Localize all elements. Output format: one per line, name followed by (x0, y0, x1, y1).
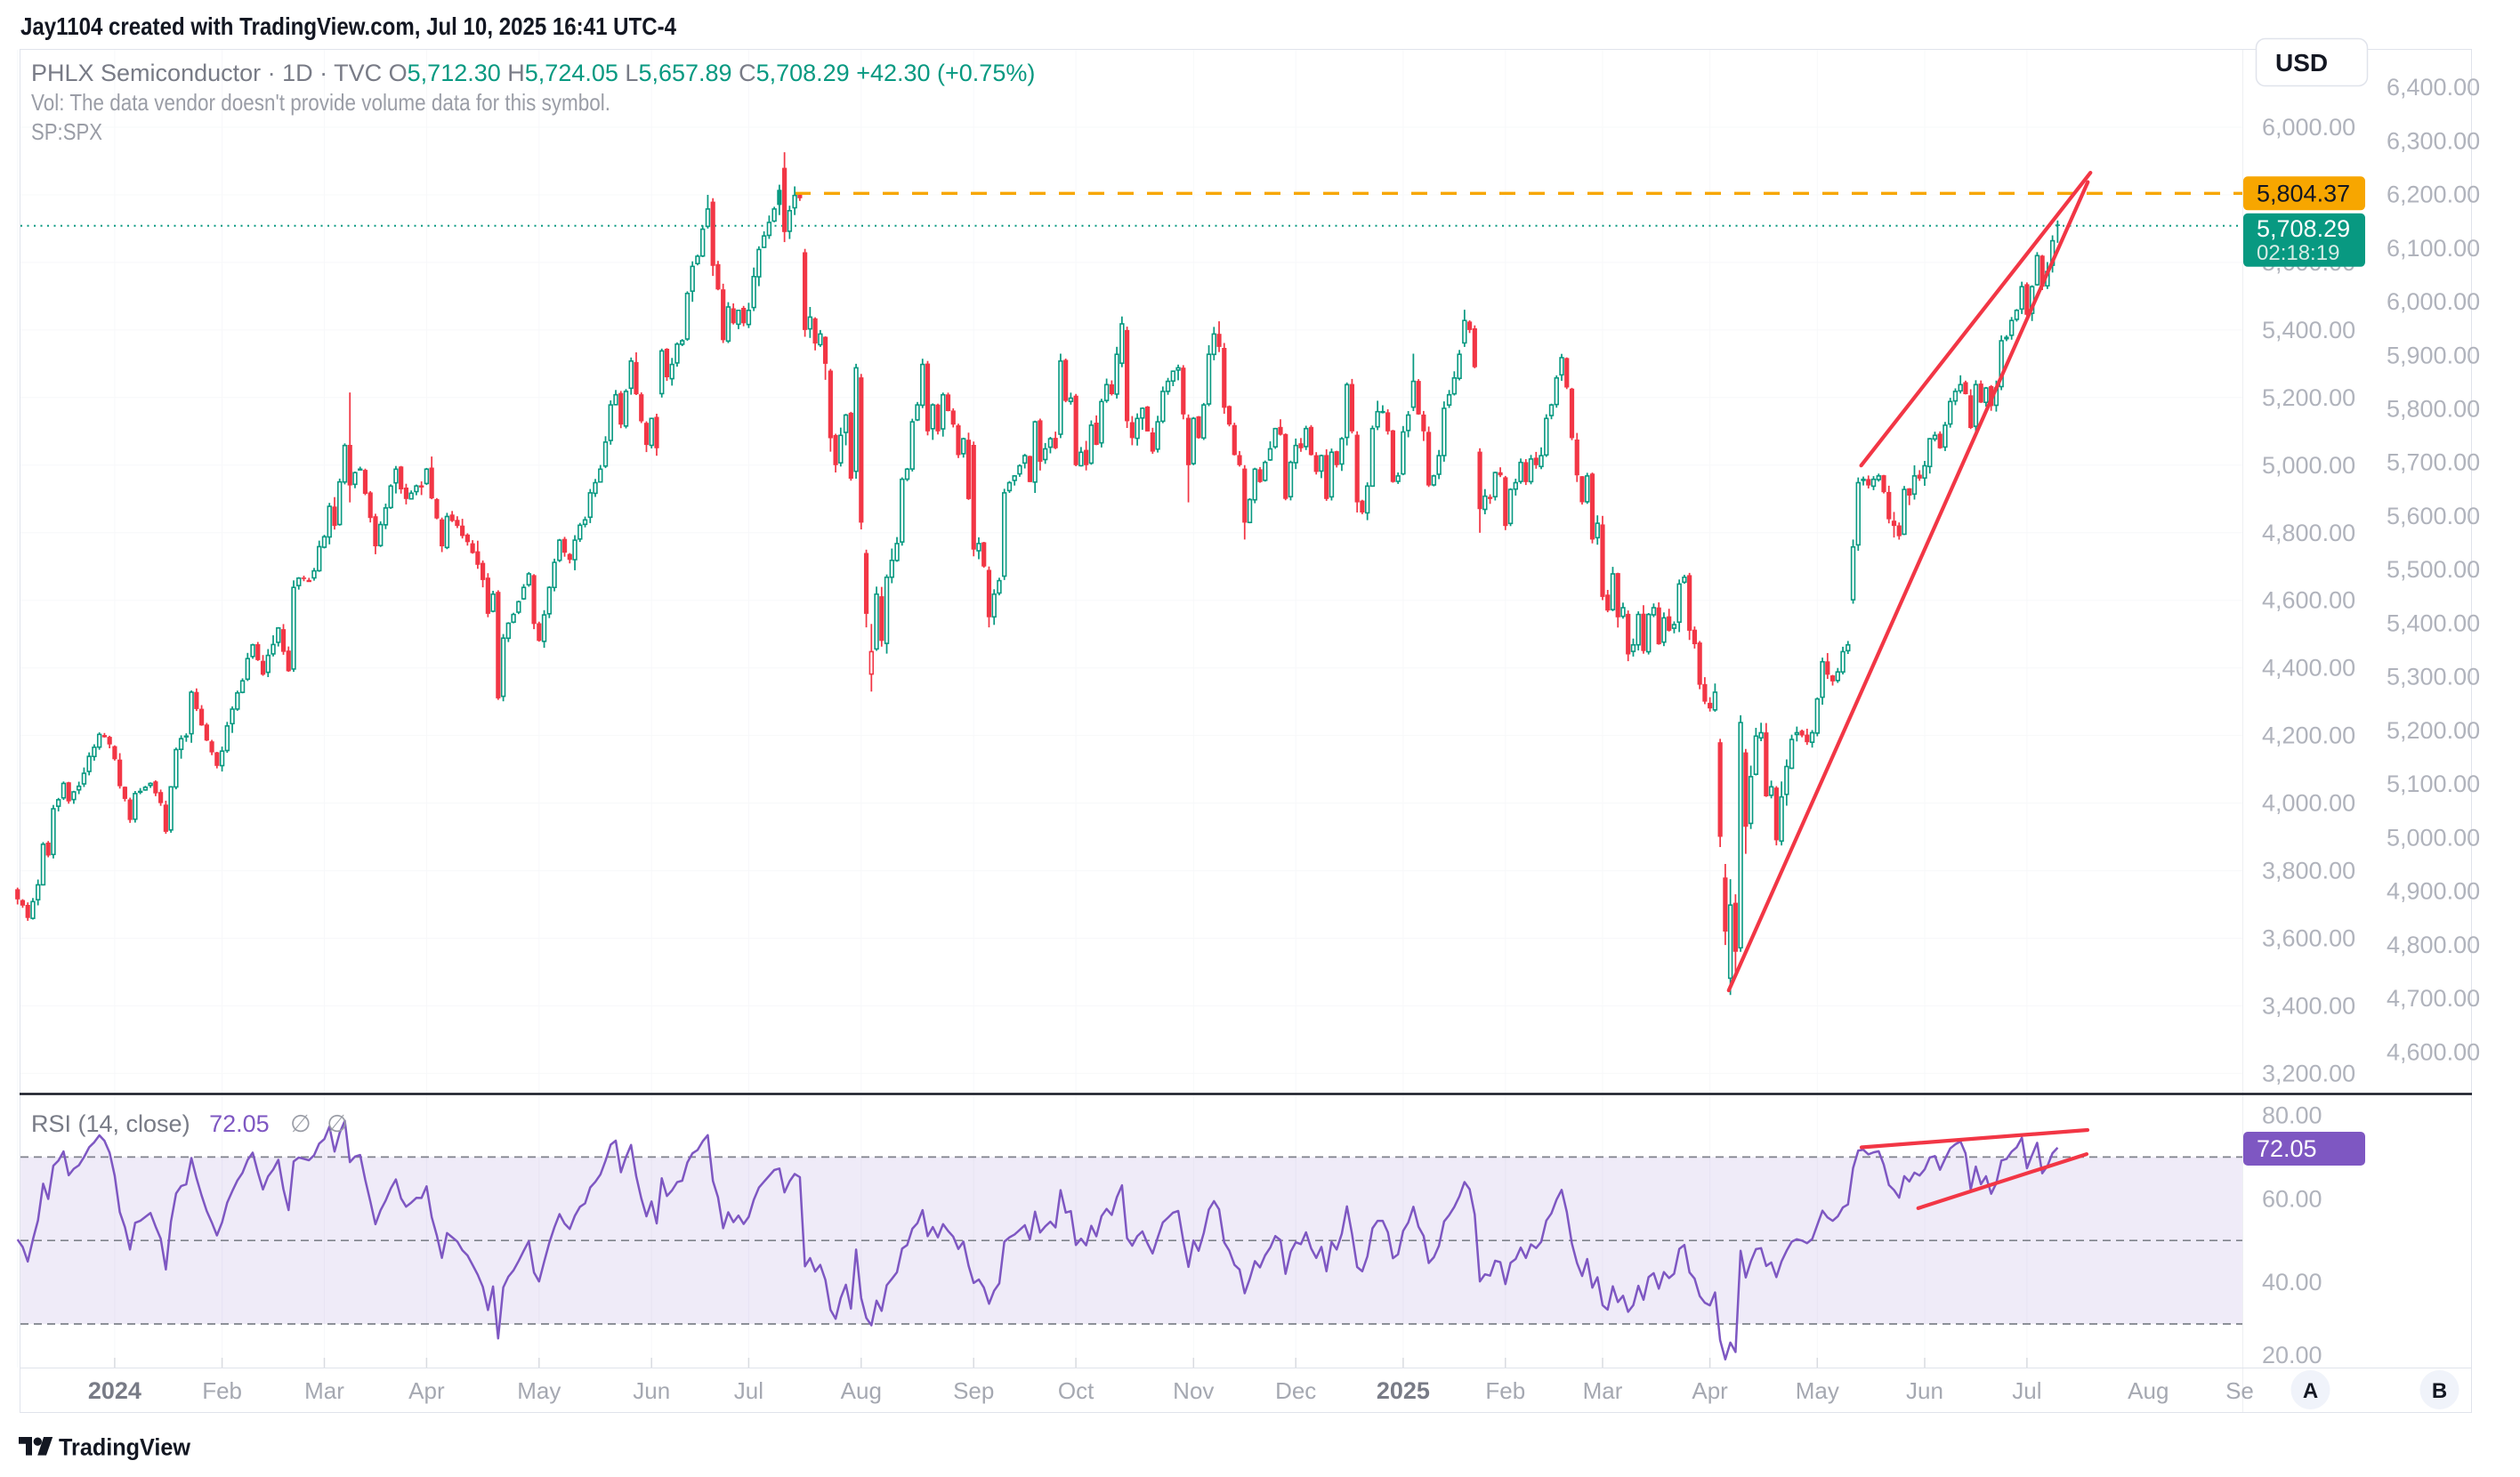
svg-text:Apr: Apr (1692, 1377, 1728, 1404)
svg-text:6,400.00: 6,400.00 (2387, 74, 2480, 101)
svg-text:Se: Se (2225, 1377, 2254, 1404)
svg-text:5,200.00: 5,200.00 (2387, 717, 2480, 744)
svg-text:4,600.00: 4,600.00 (2262, 587, 2355, 614)
svg-text:RSI (14, close) 72.05 ∅ ∅: RSI (14, close) 72.05 ∅ ∅ (31, 1110, 348, 1137)
svg-text:5,500.00: 5,500.00 (2387, 556, 2480, 583)
svg-text:Mar: Mar (1583, 1377, 1623, 1404)
svg-text:5,900.00: 5,900.00 (2387, 342, 2480, 368)
svg-text:6,200.00: 6,200.00 (2387, 182, 2480, 208)
svg-text:5,600.00: 5,600.00 (2387, 503, 2480, 529)
svg-text:3,800.00: 3,800.00 (2262, 858, 2355, 884)
svg-text:2025: 2025 (1377, 1377, 1430, 1404)
svg-text:5,400.00: 5,400.00 (2387, 609, 2480, 636)
svg-text:5,400.00: 5,400.00 (2262, 317, 2355, 343)
svg-text:Feb: Feb (1485, 1377, 1525, 1404)
svg-text:5,100.00: 5,100.00 (2387, 771, 2480, 797)
svg-text:4,900.00: 4,900.00 (2387, 878, 2480, 905)
svg-text:Apr: Apr (408, 1377, 445, 1404)
svg-text:2024: 2024 (88, 1377, 141, 1404)
svg-text:A: A (2303, 1379, 2318, 1403)
svg-text:5,800.00: 5,800.00 (2387, 396, 2480, 423)
svg-text:4,800.00: 4,800.00 (2262, 520, 2355, 546)
svg-text:80.00: 80.00 (2262, 1102, 2322, 1129)
svg-text:Oct: Oct (1058, 1377, 1094, 1404)
svg-text:4,800.00: 4,800.00 (2387, 932, 2480, 958)
svg-text:SP:SPX: SP:SPX (31, 118, 102, 145)
svg-text:5,804.37: 5,804.37 (2257, 180, 2350, 206)
svg-text:3,400.00: 3,400.00 (2262, 993, 2355, 1020)
svg-text:3,200.00: 3,200.00 (2262, 1060, 2355, 1086)
svg-text:Jay1104 created with TradingVi: Jay1104 created with TradingView.com, Ju… (20, 12, 677, 40)
svg-text:4,600.00: 4,600.00 (2387, 1038, 2480, 1065)
svg-text:5,700.00: 5,700.00 (2387, 449, 2480, 476)
svg-text:4,000.00: 4,000.00 (2262, 790, 2355, 817)
svg-text:Jun: Jun (633, 1377, 670, 1404)
svg-text:Nov: Nov (1173, 1377, 1214, 1404)
svg-text:5,000.00: 5,000.00 (2262, 452, 2355, 479)
svg-text:Jul: Jul (734, 1377, 763, 1404)
svg-text:20.00: 20.00 (2262, 1342, 2322, 1368)
svg-text:6,300.00: 6,300.00 (2387, 127, 2480, 154)
svg-text:5,000.00: 5,000.00 (2387, 824, 2480, 851)
svg-text:5,708.29: 5,708.29 (2257, 215, 2350, 242)
svg-text:6,100.00: 6,100.00 (2387, 235, 2480, 262)
svg-text:4,700.00: 4,700.00 (2387, 985, 2480, 1012)
svg-text:6,000.00: 6,000.00 (2387, 288, 2480, 315)
svg-text:72.05: 72.05 (2257, 1135, 2317, 1162)
svg-text:5,300.00: 5,300.00 (2387, 664, 2480, 690)
svg-text:3,600.00: 3,600.00 (2262, 925, 2355, 952)
svg-text:Feb: Feb (202, 1377, 242, 1404)
svg-text:Jul: Jul (2012, 1377, 2041, 1404)
svg-text:Aug: Aug (2128, 1377, 2169, 1404)
svg-text:Sep: Sep (953, 1377, 994, 1404)
svg-text:May: May (1796, 1377, 1839, 1404)
svg-text:Dec: Dec (1275, 1377, 1316, 1404)
svg-text:5,200.00: 5,200.00 (2262, 384, 2355, 411)
svg-text:60.00: 60.00 (2262, 1185, 2322, 1212)
svg-text:May: May (517, 1377, 561, 1404)
svg-text:40.00: 40.00 (2262, 1269, 2322, 1295)
svg-text:02:18:19: 02:18:19 (2257, 241, 2339, 265)
svg-text:4,200.00: 4,200.00 (2262, 722, 2355, 749)
svg-text:6,000.00: 6,000.00 (2262, 114, 2355, 141)
svg-text:4,400.00: 4,400.00 (2262, 655, 2355, 682)
svg-text:B: B (2432, 1379, 2447, 1403)
svg-text:TradingView: TradingView (59, 1434, 191, 1461)
svg-text:Mar: Mar (304, 1377, 344, 1404)
svg-text:Jun: Jun (1906, 1377, 1943, 1404)
svg-text:Aug: Aug (841, 1377, 882, 1404)
svg-text:PHLX Semiconductor · 1D · TVC: PHLX Semiconductor · 1D · TVC O5,712.30 … (31, 60, 1035, 86)
svg-text:USD: USD (2275, 49, 2328, 77)
svg-text:Vol: The data vendor doesn't p: Vol: The data vendor doesn't provide vol… (31, 89, 610, 116)
